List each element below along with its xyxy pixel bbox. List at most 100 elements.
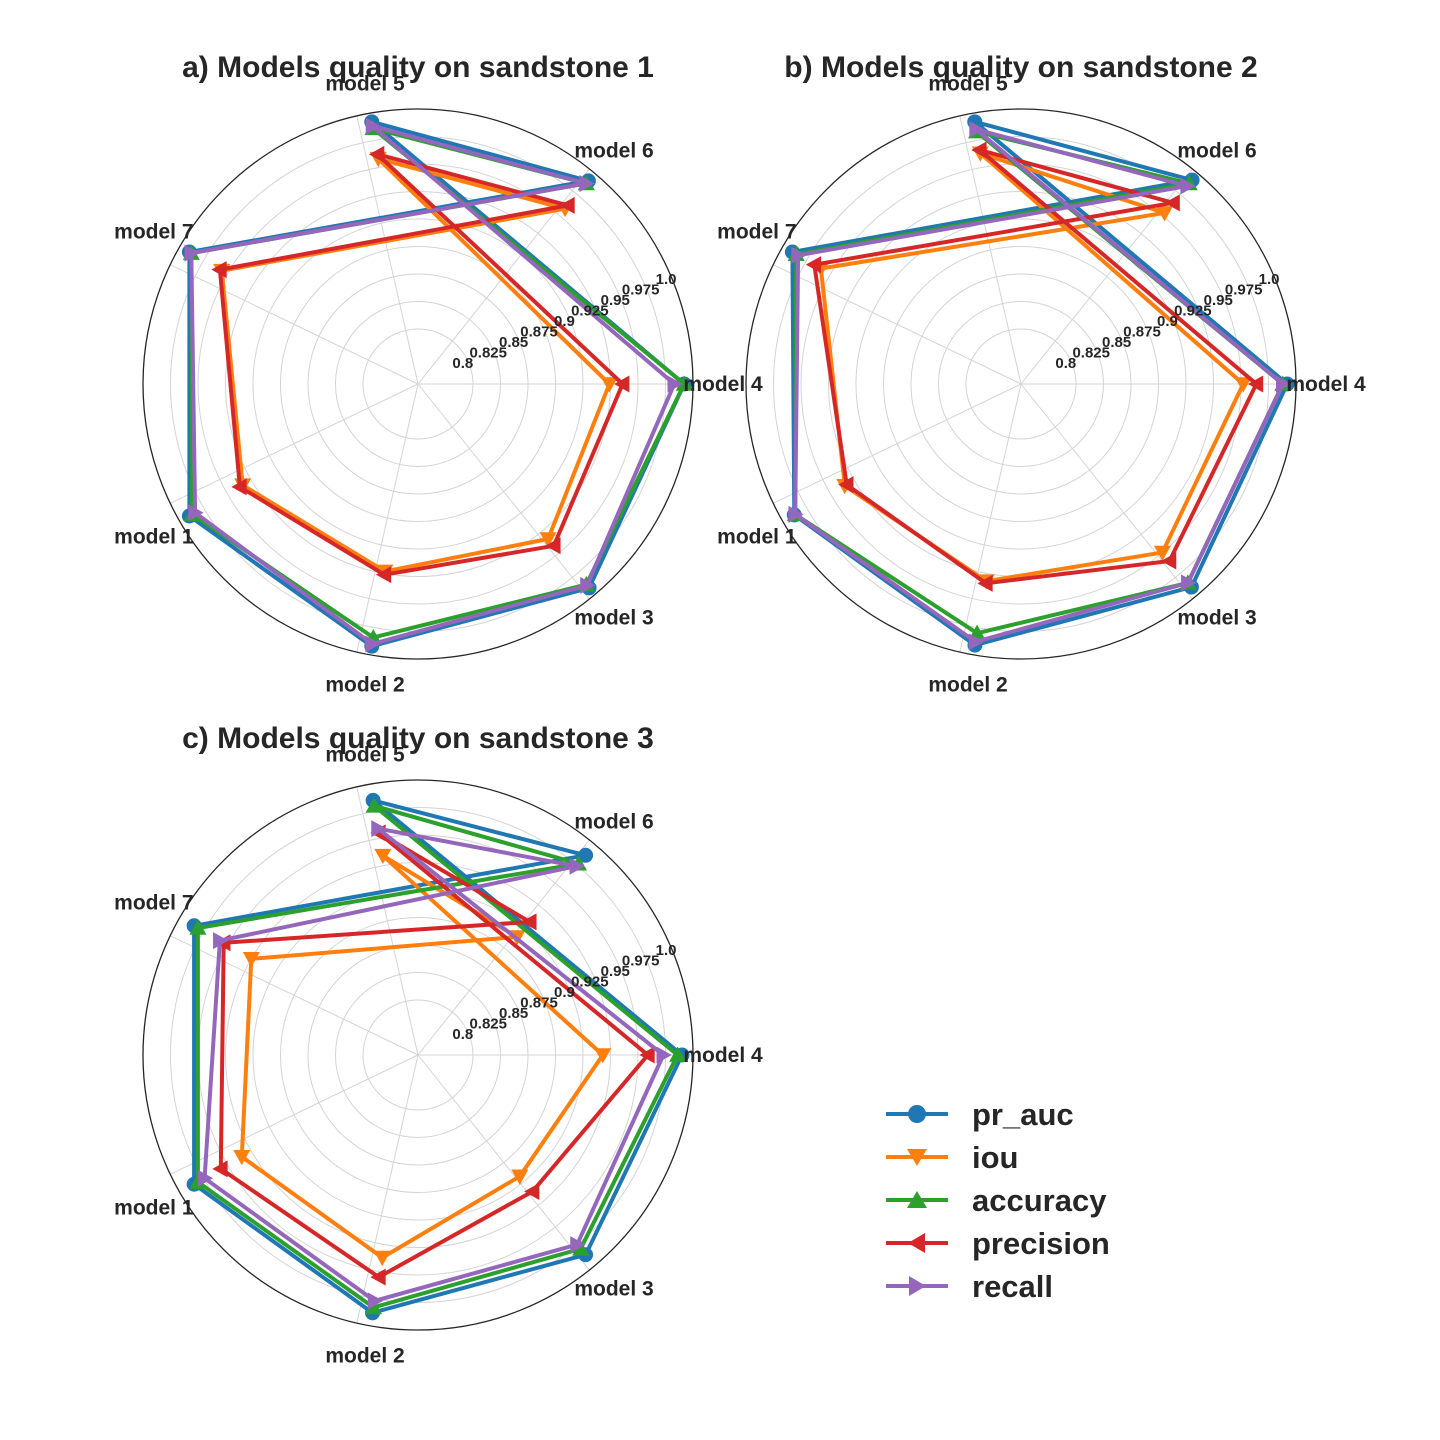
data-point-precision <box>231 478 247 496</box>
legend-item: iou <box>886 1140 1019 1175</box>
series-line-pr_auc <box>187 119 687 649</box>
data-point-recall <box>365 117 382 135</box>
data-point-precision <box>977 574 993 592</box>
category-label: model 4 <box>683 1044 763 1067</box>
legend-item: recall <box>886 1269 1053 1304</box>
radial-tick-label: 0.8 <box>452 1026 473 1043</box>
data-point-recall <box>569 857 585 875</box>
category-label: model 3 <box>1177 607 1256 630</box>
legend-label: iou <box>972 1140 1019 1175</box>
data-point-recall <box>656 1046 672 1064</box>
data-point-precision <box>559 196 575 214</box>
data-point-precision <box>521 913 537 931</box>
radial-tick-label: 0.85 <box>1102 334 1131 351</box>
data-point-accuracy <box>572 1240 590 1256</box>
panel-title: c) Models quality on sandstone 3 <box>182 722 654 755</box>
category-label: model 1 <box>114 526 194 549</box>
triangle-up-marker-icon <box>907 1191 927 1208</box>
series-line-pr_auc <box>192 798 684 1315</box>
data-point-precision <box>375 566 392 584</box>
category-label: model 5 <box>325 744 405 767</box>
data-point-precision <box>1164 194 1180 212</box>
series-line-accuracy <box>195 803 680 1310</box>
data-point-precision <box>639 1046 655 1064</box>
data-point-recall <box>579 174 595 192</box>
radial-tick-label: 0.85 <box>499 1005 528 1022</box>
radar-panel-c: c) Models quality on sandstone 3 0.80.82… <box>114 722 763 1367</box>
radial-tick-label: 0.8 <box>1055 355 1076 372</box>
category-label: model 7 <box>114 892 193 915</box>
triangle-right-marker-icon <box>909 1276 926 1296</box>
data-point-recall <box>184 244 200 262</box>
data-point-precision <box>838 476 854 494</box>
radial-tick-label: 0.9 <box>1157 313 1178 330</box>
data-point-precision <box>545 537 561 555</box>
radar-frame <box>142 779 694 1331</box>
data-point-pr_auc <box>578 847 594 863</box>
data-point-iou <box>242 951 260 968</box>
panel-title: b) Models quality on sandstone 2 <box>784 51 1257 84</box>
data-point-iou <box>600 377 618 393</box>
category-label: model 1 <box>717 526 797 549</box>
radial-tick-label: 1.0 <box>656 942 677 959</box>
grid-spoke <box>356 115 419 385</box>
grid-spoke <box>170 264 419 385</box>
radial-tick-label: 0.875 <box>1123 323 1161 340</box>
radial-tick-label: 0.925 <box>571 973 609 990</box>
data-point-precision <box>971 141 987 159</box>
grid-spoke <box>356 1054 419 1324</box>
data-point-recall <box>788 505 804 523</box>
radial-tick-label: 0.9 <box>554 313 575 330</box>
category-label: model 4 <box>1286 373 1366 396</box>
legend-label: accuracy <box>972 1183 1107 1218</box>
grid-spoke <box>356 786 419 1056</box>
radar-series-layer <box>784 114 1295 653</box>
grid-spoke <box>773 264 1022 385</box>
category-label: model 1 <box>114 1197 194 1220</box>
data-point-recall <box>969 120 985 138</box>
data-point-precision <box>369 145 385 163</box>
data-point-recall <box>365 635 381 653</box>
data-point-precision <box>1247 375 1264 393</box>
grid-spoke <box>959 383 1022 653</box>
series-line-precision <box>217 152 625 577</box>
circle-marker-icon <box>908 1105 926 1123</box>
radial-tick-label: 0.95 <box>601 292 630 309</box>
triangle-left-marker-icon <box>908 1233 925 1253</box>
data-point-precision <box>614 375 630 393</box>
radial-tick-label: 0.825 <box>469 344 507 361</box>
legend-item: precision <box>886 1226 1110 1261</box>
category-label: model 2 <box>325 673 404 696</box>
radial-tick-label: 0.925 <box>571 302 609 319</box>
data-point-precision <box>1160 552 1177 570</box>
data-point-iou <box>539 532 557 548</box>
radial-tick-label: 1.0 <box>1259 271 1280 288</box>
grid-spoke <box>170 383 419 504</box>
legend-label: precision <box>972 1226 1110 1261</box>
radial-tick-label: 0.875 <box>520 994 558 1011</box>
data-point-recall <box>580 576 596 594</box>
category-label: model 7 <box>114 221 193 244</box>
data-point-precision <box>212 1160 228 1178</box>
category-label: model 3 <box>574 607 653 630</box>
data-point-accuracy <box>189 919 207 935</box>
grid-spoke <box>170 1054 419 1175</box>
data-point-recall <box>371 820 387 838</box>
data-point-recall <box>197 1169 214 1187</box>
radar-panel-a: a) Models quality on sandstone 1 0.80.82… <box>114 51 763 696</box>
data-point-iou <box>373 1250 391 1267</box>
data-point-accuracy <box>365 797 383 813</box>
series-line-iou <box>219 156 612 574</box>
legend-label: recall <box>972 1269 1053 1304</box>
radial-tick-label: 0.825 <box>469 1015 507 1032</box>
data-point-precision <box>805 256 822 274</box>
radial-tick-label: 0.8 <box>452 355 473 372</box>
category-label: model 2 <box>928 673 1007 696</box>
radial-tick-label: 1.0 <box>656 271 677 288</box>
legend: pr_auc iou accuracy precision recall <box>886 1097 1110 1304</box>
radar-panel-b: b) Models quality on sandstone 2 0.80.82… <box>717 51 1366 696</box>
category-label: model 2 <box>325 1344 404 1367</box>
